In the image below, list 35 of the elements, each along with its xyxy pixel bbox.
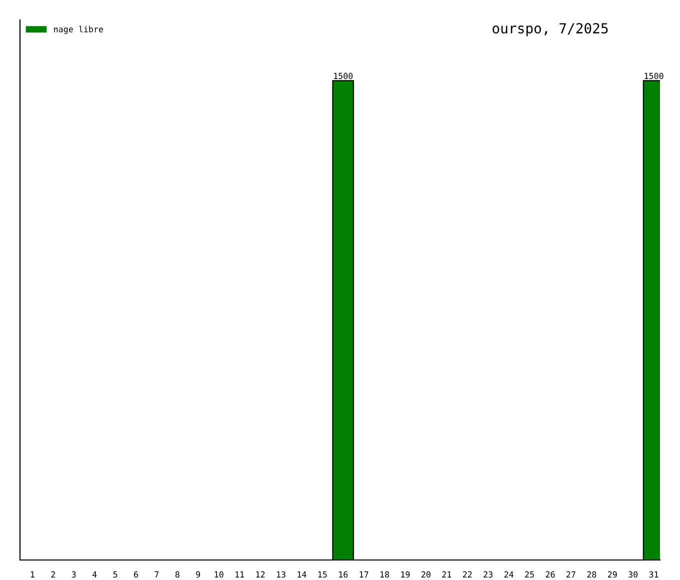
x-tick-label: 14 <box>298 571 306 578</box>
x-tick-label: 19 <box>401 571 410 578</box>
x-tick-label: 22 <box>462 571 472 578</box>
x-tick-label: 18 <box>380 571 390 578</box>
x-tick-label: 27 <box>566 571 576 578</box>
x-tick-label: 5 <box>113 571 118 578</box>
data-label: 1500 <box>334 72 353 80</box>
x-tick-label: 8 <box>175 571 180 578</box>
x-tick-label: 1 <box>30 571 34 578</box>
x-tick-label: 2 <box>51 571 55 578</box>
x-tick-label: 3 <box>72 571 76 578</box>
x-tick-label: 4 <box>92 571 97 578</box>
x-tick-label: 13 <box>276 571 286 578</box>
x-tick-label: 7 <box>154 571 159 578</box>
x-tick-label: 10 <box>214 571 224 578</box>
x-tick-label: 24 <box>504 571 514 578</box>
x-tick-label: 31 <box>649 571 658 578</box>
x-tick-label: 15 <box>318 571 327 578</box>
x-tick-label: 20 <box>422 571 430 578</box>
x-tick-label: 28 <box>587 571 596 578</box>
x-tick-label: 16 <box>339 571 348 578</box>
x-tick-label: 23 <box>484 571 492 578</box>
x-tick-label: 6 <box>134 571 138 578</box>
x-tick-label: 30 <box>628 571 638 578</box>
x-tick-label: 21 <box>442 571 452 578</box>
x-tick-label: 26 <box>546 571 555 578</box>
x-tick-label: 12 <box>256 571 265 578</box>
x-tick-label: 17 <box>360 571 368 578</box>
x-tick-label: 29 <box>608 571 617 578</box>
legend-label: nage libre <box>54 26 104 34</box>
x-tick-label: 11 <box>236 571 244 578</box>
x-tick-label: 9 <box>196 571 200 578</box>
chart-title: ourspo, 7/2025 <box>492 23 608 36</box>
data-label: 1500 <box>644 72 664 80</box>
x-tick-label: 25 <box>525 571 534 578</box>
